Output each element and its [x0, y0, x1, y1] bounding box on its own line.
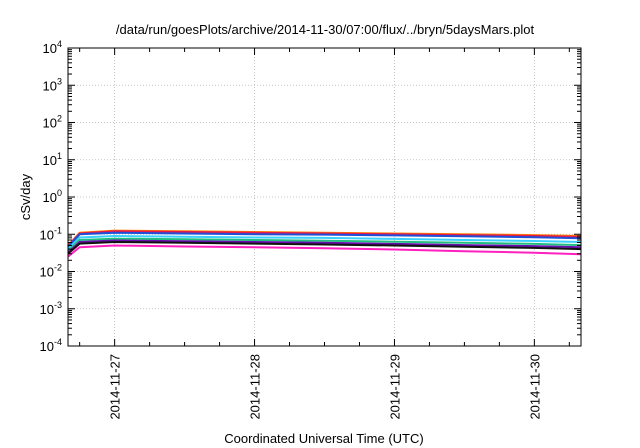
series-line [67, 244, 582, 258]
x-axis-label: Coordinated Universal Time (UTC) [224, 431, 423, 446]
series-line [67, 241, 582, 255]
y-tick-label: 10-1 [40, 225, 62, 242]
x-tick-label: 2014-11-28 [248, 354, 263, 420]
plot-frame [67, 47, 582, 347]
y-tick-label: 10-3 [40, 300, 62, 317]
y-tick-label: 103 [43, 76, 62, 93]
y-tick-label: 102 [43, 114, 62, 131]
series-line [67, 230, 582, 247]
y-tick-label: 10-4 [40, 337, 62, 354]
x-axis-ticks: 2014-11-27 2014-11-28 2014-11-29 2014-11-30 [79, 48, 570, 420]
y-tick-label: 10-2 [40, 263, 62, 280]
y-axis-ticks: 10-4 10-3 10-2 10-1 100 101 102 103 104 [40, 39, 581, 354]
x-tick-label: 2014-11-29 [387, 354, 402, 420]
series-line [67, 231, 582, 248]
series-line [67, 235, 582, 250]
y-axis-label: cSv/day [18, 173, 33, 220]
y-tick-label: 104 [43, 39, 62, 56]
x-tick-label: 2014-11-27 [108, 354, 123, 420]
x-tick-label: 2014-11-30 [527, 354, 542, 420]
grid [68, 47, 581, 347]
series-line [67, 237, 582, 252]
series-line [67, 239, 582, 254]
y-tick-label: 101 [43, 151, 62, 168]
chart-title: /data/run/goesPlots/archive/2014-11-30/0… [116, 22, 535, 37]
y-tick-label: 100 [43, 188, 62, 205]
series-group [67, 229, 582, 258]
